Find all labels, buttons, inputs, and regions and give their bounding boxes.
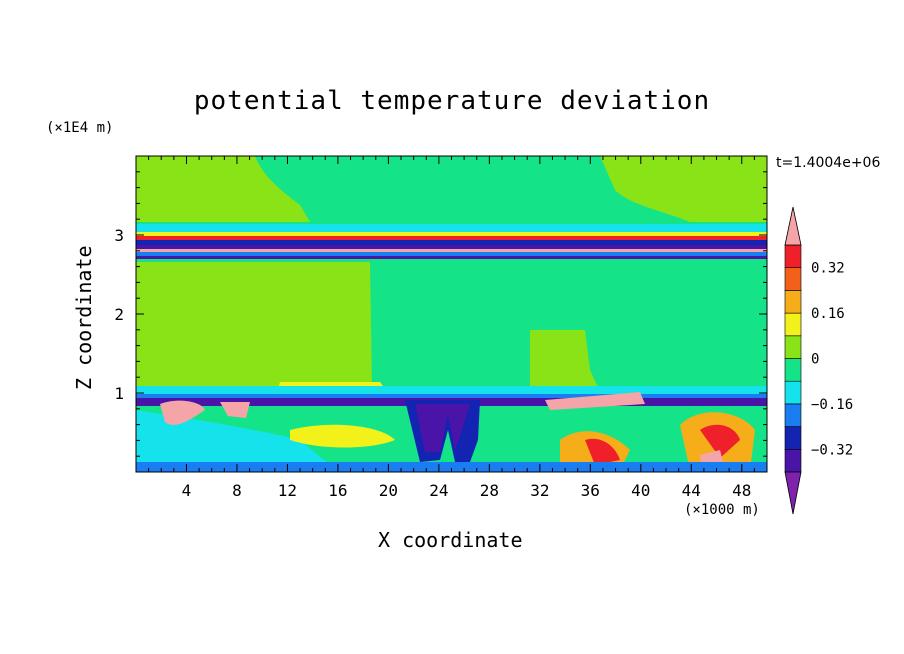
- field-downdraft-core: [415, 404, 470, 452]
- colorbar-label: 0.32: [811, 261, 845, 277]
- colorbar-segment: [784, 312, 802, 337]
- field-mid-positive: [136, 262, 372, 390]
- colorbar-labels: 0.32 0.16 0 −0.16 −0.32: [811, 261, 853, 459]
- field-surface-layer: [136, 462, 767, 472]
- field-yellow-swirl: [290, 424, 395, 448]
- colorbar-label: −0.16: [811, 397, 853, 413]
- field-red-cell-2: [700, 424, 740, 458]
- colorbar-segment: [784, 448, 802, 473]
- field-upper-positive-right: [600, 156, 767, 222]
- time-label: t=1.4004e+06: [776, 155, 881, 171]
- x-tick-label: 36: [581, 481, 600, 500]
- x-axis-unit: (×1000 m): [684, 502, 760, 518]
- y-axis-unit: (×1E4 m): [46, 120, 114, 136]
- field-upper-positive-left: [136, 156, 310, 222]
- field-tropopause-cyan: [136, 386, 767, 396]
- field-stripe-cyan: [136, 224, 767, 232]
- field-stripe-purple: [136, 245, 767, 249]
- colorbar-bottom-triangle: [784, 471, 802, 515]
- field-warm-cell-left: [160, 400, 205, 425]
- x-tick-label: 24: [429, 481, 448, 500]
- field-stripe-deep: [136, 256, 767, 259]
- colorbar-segment: [784, 290, 802, 314]
- colorbar-label: 0: [811, 352, 819, 368]
- colorbar-label: 0.16: [811, 306, 845, 322]
- y-tick-label: 3: [114, 226, 124, 245]
- field-warm-cell-mid: [220, 402, 250, 418]
- field-stripe-red: [136, 236, 767, 240]
- axis-ticks: [136, 156, 767, 472]
- colorbar-segment: [784, 267, 802, 291]
- x-tick-label: 44: [682, 481, 701, 500]
- field-tropopause-blue: [136, 394, 767, 400]
- x-tick-label: 20: [379, 481, 398, 500]
- colorbar-segment: [784, 244, 802, 269]
- colorbar-segment: [784, 335, 802, 359]
- x-tick-label: 48: [732, 481, 751, 500]
- colorbar-segment: [784, 380, 802, 405]
- x-tick-label: 8: [232, 481, 242, 500]
- colorbar-segment: [784, 426, 802, 450]
- field-warm-cell-right: [545, 392, 645, 410]
- y-tick-label: 2: [114, 305, 124, 324]
- y-tick-label: 1: [114, 384, 124, 403]
- chart-title: potential temperature deviation: [193, 86, 711, 116]
- x-tick-label: 12: [278, 481, 297, 500]
- field-stripe-pink: [136, 249, 767, 252]
- field-red-cell-1: [585, 438, 620, 465]
- x-tick-label: 40: [631, 481, 650, 500]
- colorbar-label: −0.32: [811, 442, 853, 458]
- field-stripe-navy: [136, 240, 767, 245]
- colorbar-top-triangle: [784, 206, 802, 246]
- colorbar-segment: [784, 358, 802, 382]
- x-tick-label: 4: [182, 481, 192, 500]
- x-axis-label: X coordinate: [378, 528, 523, 552]
- contour-field: [136, 156, 767, 472]
- field-boundary-cyan: [136, 410, 330, 470]
- field-stripe-yellow: [136, 232, 767, 236]
- y-axis-label: Z coordinate: [72, 245, 96, 391]
- colorbar-segment: [784, 403, 802, 427]
- x-tick-label: 16: [328, 481, 347, 500]
- x-tick-label: 32: [530, 481, 549, 500]
- colorbar: [784, 206, 802, 515]
- field-stripe-blue: [136, 252, 767, 256]
- x-tick-label: 28: [480, 481, 499, 500]
- field-mid-positive-patch: [530, 330, 600, 392]
